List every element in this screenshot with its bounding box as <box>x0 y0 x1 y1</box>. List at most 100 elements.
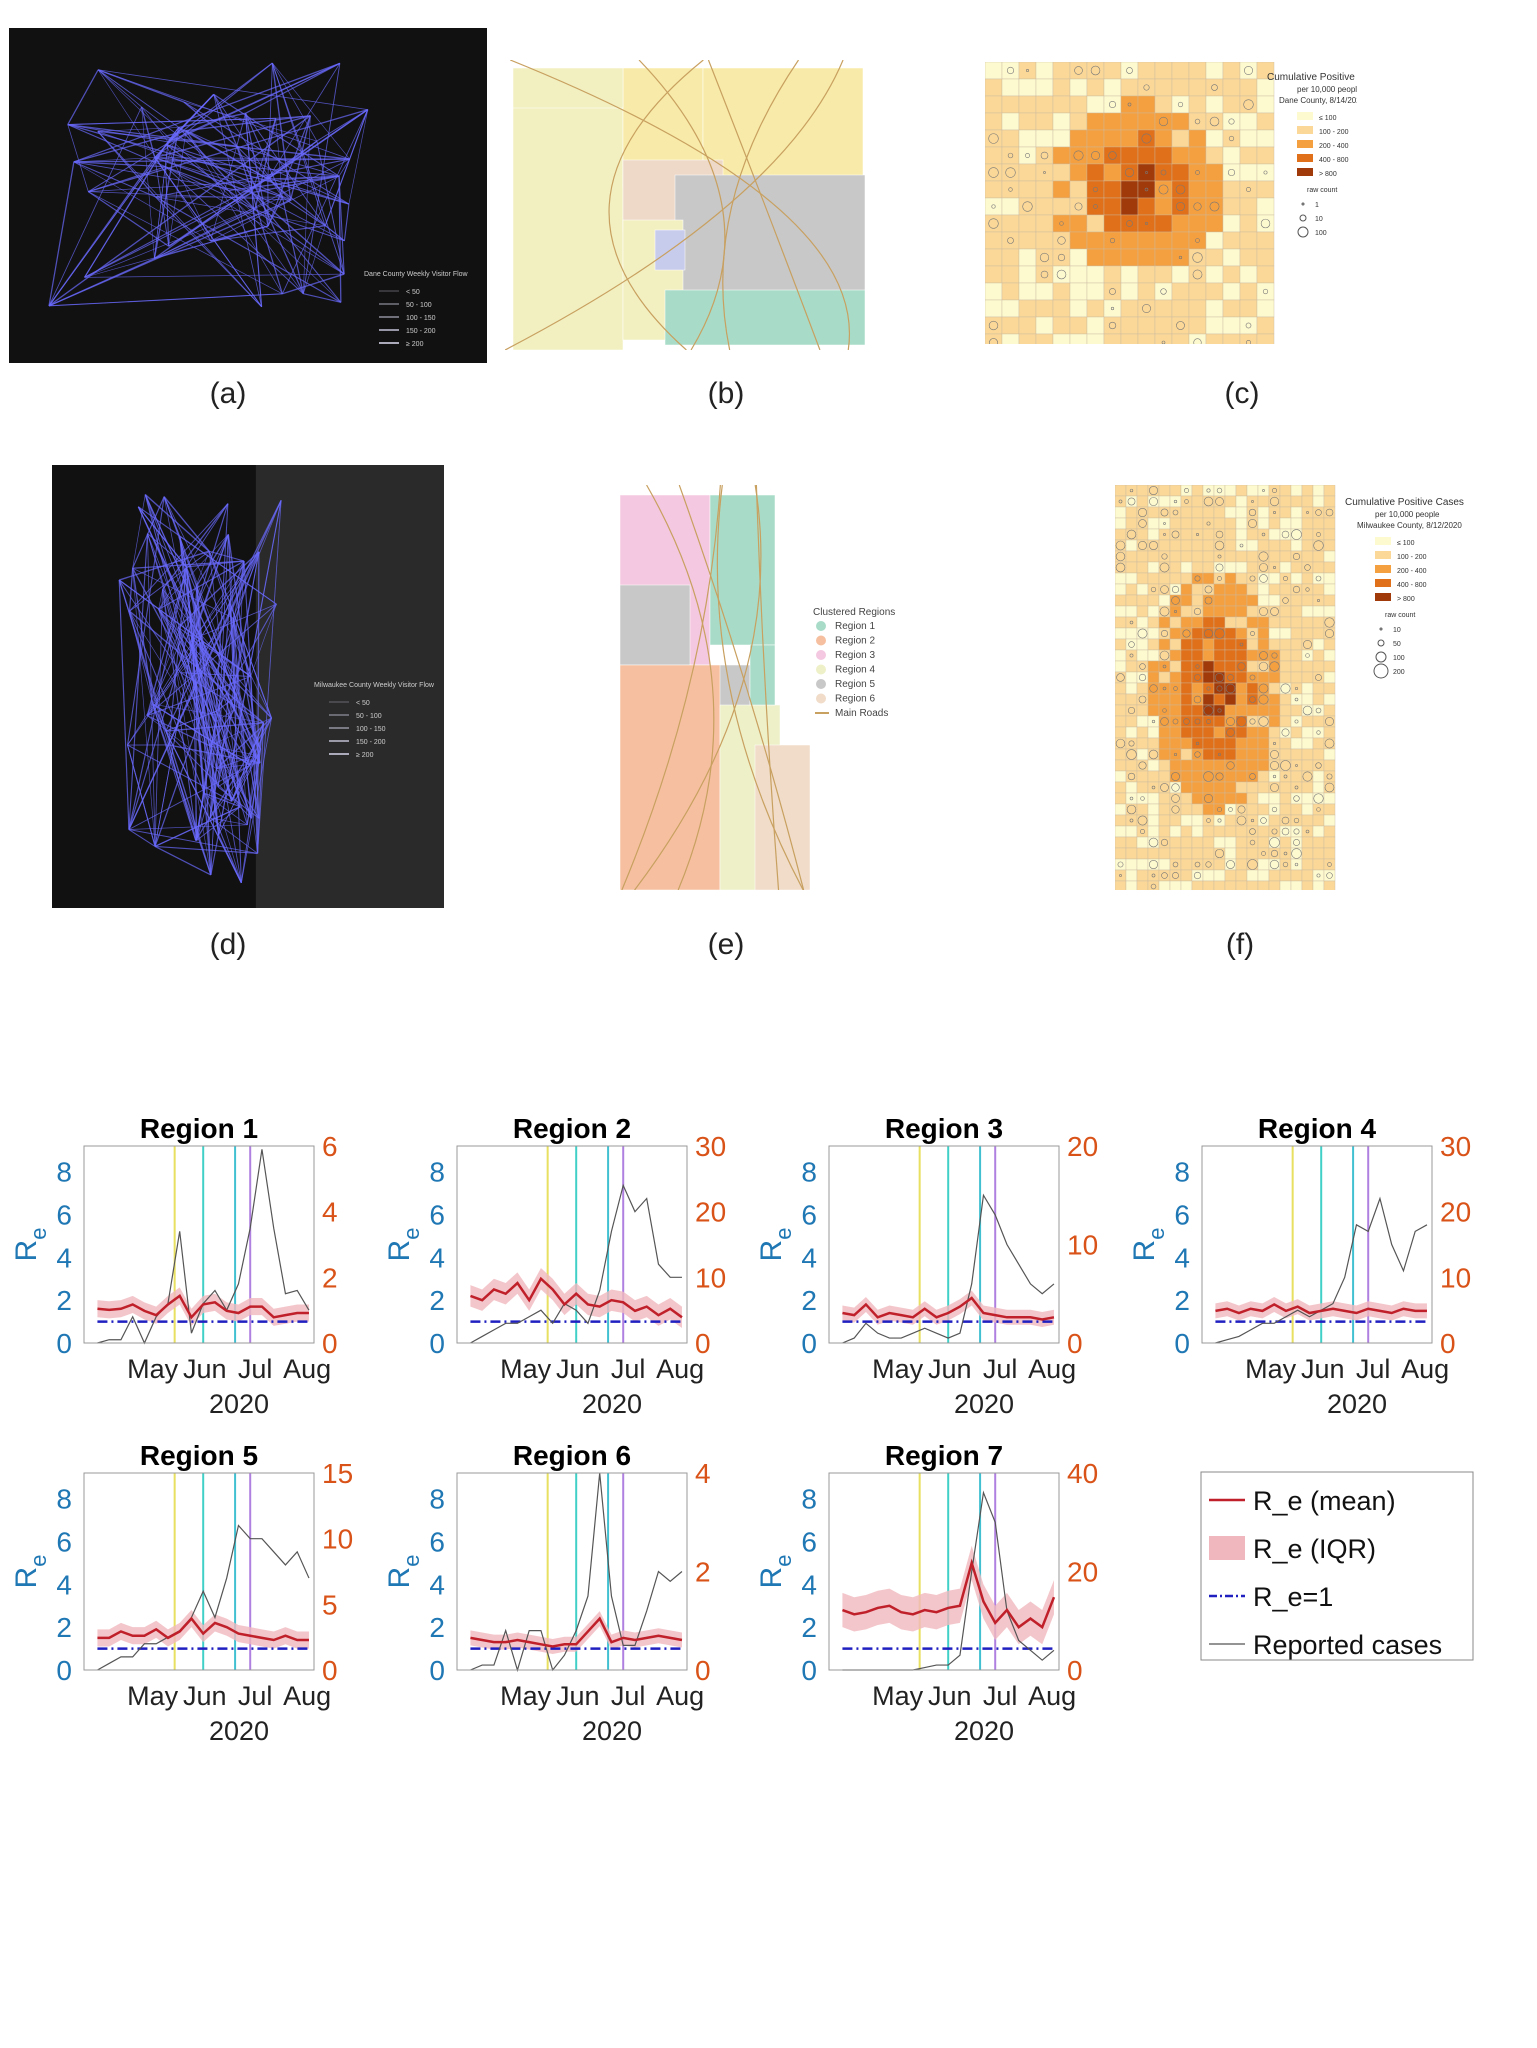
tract <box>985 214 1003 233</box>
flow-edge <box>251 192 342 303</box>
tract <box>1257 737 1270 750</box>
case-count-circle <box>1280 760 1291 771</box>
x-tick-label: Jul <box>238 1354 273 1384</box>
tract <box>1301 737 1314 750</box>
case-count-circle <box>1171 772 1180 781</box>
tract <box>1115 528 1127 541</box>
flow-edge <box>316 109 369 142</box>
tract <box>1257 803 1270 816</box>
tract <box>1115 869 1127 882</box>
tract <box>1312 693 1325 706</box>
left-tick-label: 0 <box>56 1328 72 1359</box>
tract <box>1268 485 1281 497</box>
tract <box>1169 572 1182 585</box>
case-count-circle <box>1324 738 1335 749</box>
tract <box>1115 880 1127 890</box>
x-tick-label: Jul <box>238 1681 273 1711</box>
x-axis-label: 2020 <box>582 1716 642 1746</box>
tract <box>1103 197 1122 216</box>
tract <box>1018 231 1037 250</box>
right-tick-label: 5 <box>322 1589 338 1620</box>
tract <box>1115 485 1127 497</box>
re-mean-line <box>470 1276 683 1319</box>
right-tick-label: 15 <box>322 1458 353 1489</box>
raw-count-item: 200 <box>1393 669 1405 676</box>
right-tick-label: 0 <box>322 1655 338 1686</box>
tract <box>1052 231 1071 250</box>
tract <box>1136 770 1149 783</box>
flow-edge <box>84 192 253 278</box>
x-tick-label: Jun <box>556 1681 600 1711</box>
case-count-circle <box>1173 752 1178 757</box>
case-count-circle <box>1306 511 1309 514</box>
tract <box>1191 572 1204 585</box>
tract <box>1052 316 1071 335</box>
tract <box>1115 803 1127 816</box>
tract <box>1069 214 1088 233</box>
case-count-circle <box>1171 805 1180 814</box>
tract <box>1290 726 1303 739</box>
legend-item: 100 - 200 <box>1319 129 1349 136</box>
tract <box>1301 627 1314 640</box>
case-count-circle <box>1261 532 1266 537</box>
case-count-circle <box>1313 793 1324 804</box>
tract <box>1169 616 1182 629</box>
tract <box>1257 616 1270 629</box>
tract <box>1154 248 1173 267</box>
tract <box>1279 616 1292 629</box>
tract <box>1125 693 1138 706</box>
tract <box>1069 333 1088 344</box>
raw-count-title: raw count <box>1307 187 1337 194</box>
tract <box>1147 792 1160 805</box>
tract <box>1202 759 1215 772</box>
cluster-region <box>702 67 864 189</box>
tract <box>1136 539 1149 552</box>
tract <box>1136 561 1149 574</box>
cluster-region <box>754 744 811 890</box>
tract <box>1202 495 1215 508</box>
tract <box>1222 231 1241 250</box>
region-title: Region 1 <box>140 1113 258 1144</box>
tract <box>1224 792 1237 805</box>
tract <box>1323 715 1336 728</box>
tract <box>1246 759 1259 772</box>
tract <box>1257 814 1270 827</box>
flow-edge <box>98 69 350 160</box>
tract <box>1191 704 1204 717</box>
flow-edge <box>343 203 350 241</box>
tract <box>1086 129 1105 148</box>
case-count-circle <box>1127 102 1132 107</box>
case-count-circle <box>1138 761 1147 770</box>
tract <box>1257 726 1270 739</box>
tract <box>1115 638 1127 651</box>
case-count-circle <box>1182 629 1191 638</box>
tract <box>1154 180 1173 199</box>
tract <box>985 265 1003 284</box>
case-count-circle <box>1040 151 1049 160</box>
tract <box>1069 95 1088 114</box>
tract <box>1069 248 1088 267</box>
tract <box>1246 583 1259 596</box>
tract <box>1213 814 1226 827</box>
case-count-circle <box>1115 738 1126 749</box>
case-count-circle <box>1137 507 1148 518</box>
tract <box>1239 299 1258 318</box>
flow-edge <box>245 113 262 307</box>
tract <box>1125 792 1138 805</box>
tract <box>1171 180 1190 199</box>
tract <box>1213 583 1226 596</box>
flow-edge <box>229 601 238 697</box>
tract <box>985 299 1003 318</box>
case-count-circle <box>1250 818 1255 823</box>
case-count-circle <box>1139 828 1146 835</box>
x-axis-label: 2020 <box>954 1389 1014 1419</box>
tract <box>1301 638 1314 651</box>
flow-edge <box>281 197 304 294</box>
x-tick-label: May <box>872 1681 924 1711</box>
case-count-circle <box>1171 783 1180 792</box>
case-count-circle <box>1315 509 1322 516</box>
tract <box>1120 163 1139 182</box>
tract <box>1136 572 1149 585</box>
tract <box>1205 299 1224 318</box>
